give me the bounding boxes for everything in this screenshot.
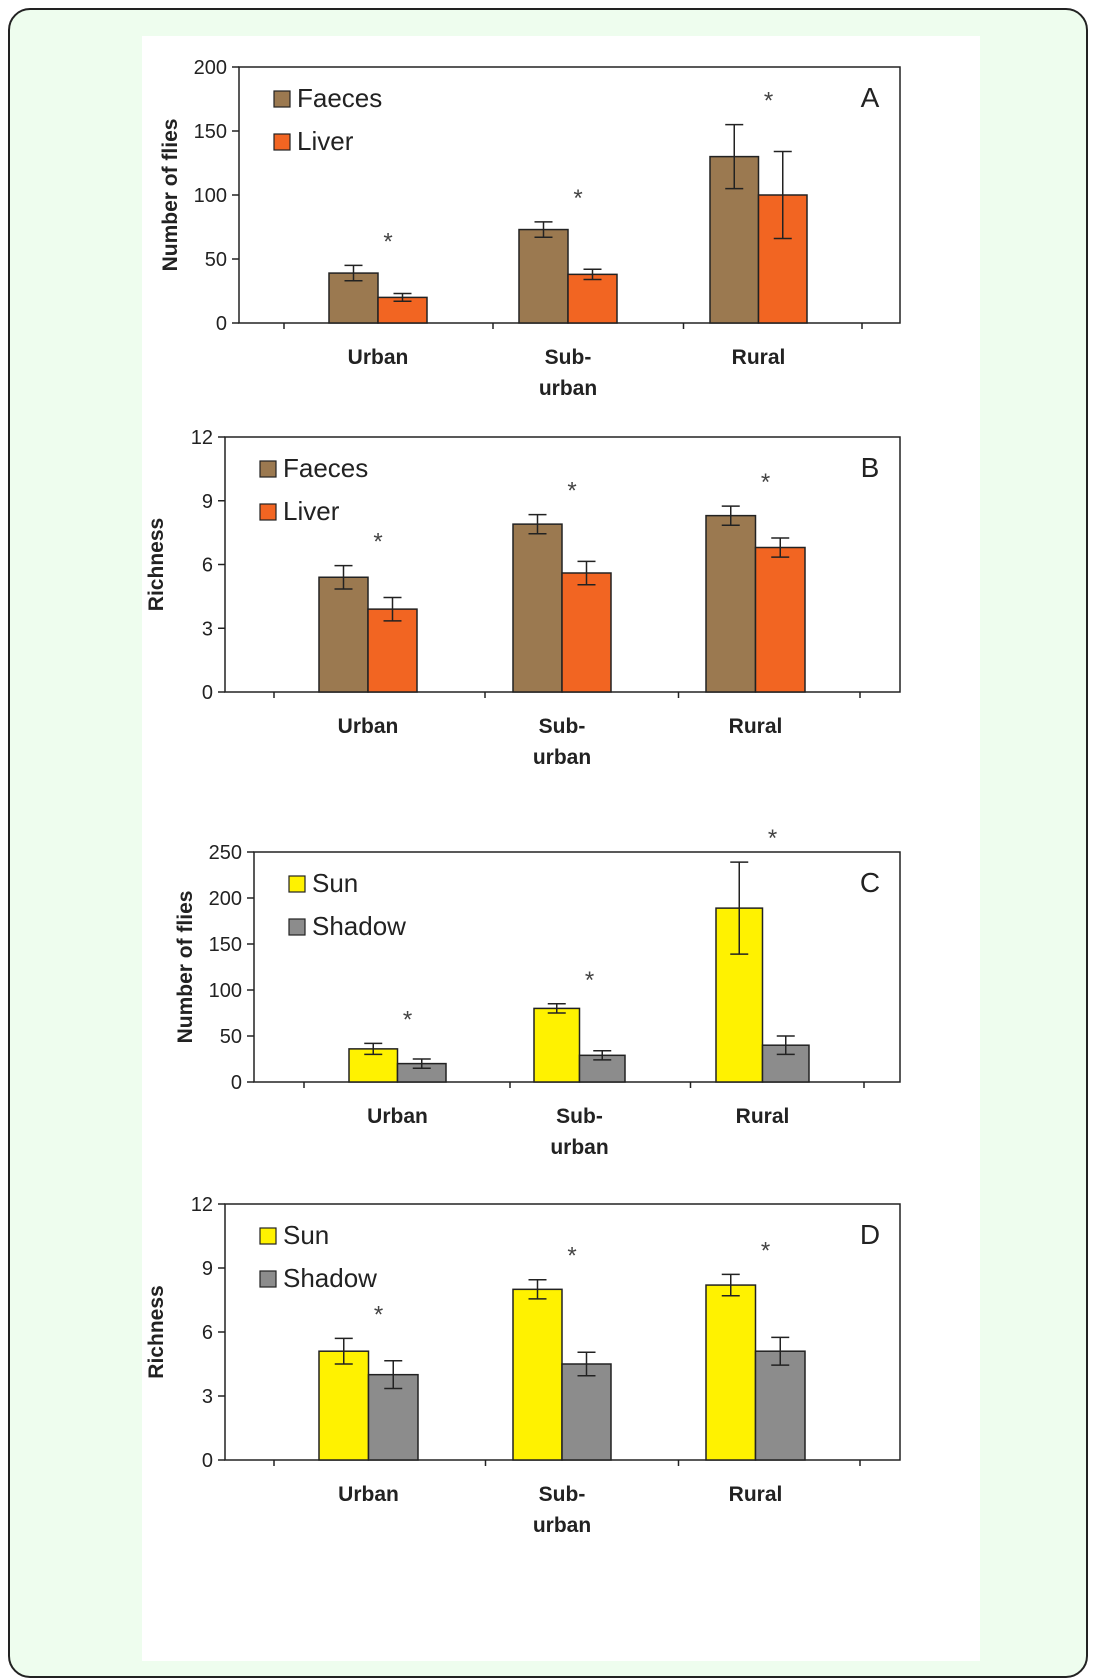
charts-svg: 0 50 100 150 200 Number of flies Urban Sub-urba…	[145, 57, 901, 1537]
category-label: urban	[539, 377, 597, 400]
category-label: Urban	[338, 1483, 399, 1506]
category-label: Urban	[338, 715, 399, 738]
figure-frame: 0 50 100 150 200 Number of flies Urban Sub-urba…	[8, 8, 1088, 1678]
significance-marker: *	[585, 967, 594, 994]
category-label: Sub-	[539, 715, 586, 738]
y-axis-label: Number of flies	[174, 891, 197, 1044]
y-tick-label: 3	[202, 618, 213, 640]
chart-c: 0 50 100 150 200 250 Number of flies Urban Sub-u…	[174, 825, 901, 1159]
category-label: Urban	[367, 1105, 428, 1128]
y-tick-label: 6	[202, 555, 213, 577]
y-tick-label: 100	[209, 980, 242, 1002]
y-tick-label: 0	[202, 682, 213, 704]
significance-marker: *	[383, 228, 392, 255]
category-label: Sub-	[545, 346, 592, 369]
bar-sun-2	[512, 1288, 563, 1461]
y-tick-label: 12	[191, 1194, 213, 1216]
bar-shadow-2	[561, 1363, 612, 1461]
y-tick-label: 150	[209, 934, 242, 956]
significance-marker: *	[374, 1301, 383, 1328]
panel-letter: C	[860, 867, 880, 898]
legend-swatch-faeces	[273, 90, 291, 108]
significance-marker: *	[373, 529, 382, 556]
significance-marker: *	[573, 185, 582, 212]
category-label: Urban	[348, 346, 409, 369]
category-label: Rural	[729, 715, 783, 738]
legend-label-faeces: Faeces	[283, 453, 368, 483]
bar-faeces-2	[512, 523, 563, 693]
significance-marker: *	[761, 469, 770, 496]
category-label: urban	[550, 1136, 608, 1159]
legend-swatch-shadow	[288, 918, 306, 936]
bar-liver-3	[754, 546, 806, 693]
legend-swatch-liver	[273, 133, 291, 151]
y-tick-label: 250	[209, 842, 242, 864]
bar-sun-3	[705, 1284, 757, 1461]
chart-a: 0 50 100 150 200 Number of flies Urban Sub-urba…	[159, 57, 901, 400]
category-label: Rural	[732, 346, 786, 369]
bar-liver-2	[561, 572, 612, 693]
legend-swatch-shadow	[259, 1270, 277, 1288]
category-label: Sub-	[556, 1105, 603, 1128]
bar-liver-2	[567, 273, 618, 324]
y-tick-label: 0	[231, 1072, 242, 1094]
legend-swatch-sun	[288, 875, 306, 893]
y-tick-label: 9	[202, 491, 213, 513]
legend-label-faeces: Faeces	[297, 83, 382, 113]
chart-b: 0 3 6 9 12 Richness Urban Sub-urban Rural * * * B Fae…	[145, 427, 901, 769]
y-tick-label: 9	[202, 1258, 213, 1280]
legend-swatch-liver	[259, 503, 277, 521]
legend-label-sun: Sun	[312, 868, 358, 898]
y-tick-label: 6	[202, 1322, 213, 1344]
chart-d: 0 3 6 9 12 Richness Urban Sub-urban Rural * * * D Sun…	[145, 1194, 901, 1537]
y-tick-label: 0	[216, 313, 227, 335]
legend-label-shadow: Shadow	[312, 911, 406, 941]
bar-faeces-1	[318, 576, 369, 693]
legend-label-sun: Sun	[283, 1220, 329, 1250]
y-tick-label: 3	[202, 1386, 213, 1408]
legend-swatch-faeces	[259, 460, 277, 478]
legend-label-shadow: Shadow	[283, 1263, 377, 1293]
figure-panel: 0 50 100 150 200 Number of flies Urban Sub-urba…	[142, 36, 980, 1661]
panel-letter: A	[861, 82, 880, 113]
significance-marker: *	[764, 88, 773, 115]
significance-marker: *	[761, 1237, 770, 1264]
y-tick-label: 100	[194, 185, 227, 207]
y-tick-label: 0	[202, 1450, 213, 1472]
bar-faeces-2	[518, 228, 569, 324]
legend-label-liver: Liver	[283, 496, 340, 526]
y-axis-label: Richness	[145, 1285, 168, 1378]
bar-shadow-3	[754, 1350, 806, 1461]
significance-marker: *	[403, 1006, 412, 1033]
y-tick-label: 12	[191, 427, 213, 449]
significance-marker: *	[567, 478, 576, 505]
category-label: Rural	[729, 1483, 783, 1506]
y-tick-label: 200	[194, 57, 227, 79]
category-label: Sub-	[539, 1483, 586, 1506]
category-label: urban	[533, 746, 591, 769]
significance-marker: *	[567, 1243, 576, 1270]
bar-sun-1	[318, 1350, 370, 1461]
legend-label-liver: Liver	[297, 126, 354, 156]
panel-letter: B	[861, 452, 880, 483]
category-label: urban	[533, 1514, 591, 1537]
significance-marker: *	[768, 825, 777, 852]
y-tick-label: 50	[205, 249, 227, 271]
y-tick-label: 150	[194, 121, 227, 143]
y-tick-label: 200	[209, 888, 242, 910]
bar-sun-2	[533, 1007, 581, 1083]
bar-faeces-3	[705, 514, 757, 693]
y-axis-label: Number of flies	[159, 119, 182, 272]
y-tick-label: 50	[220, 1026, 242, 1048]
legend-swatch-sun	[259, 1227, 277, 1245]
category-label: Rural	[736, 1105, 790, 1128]
y-axis-label: Richness	[145, 518, 168, 611]
panel-letter: D	[860, 1219, 880, 1250]
